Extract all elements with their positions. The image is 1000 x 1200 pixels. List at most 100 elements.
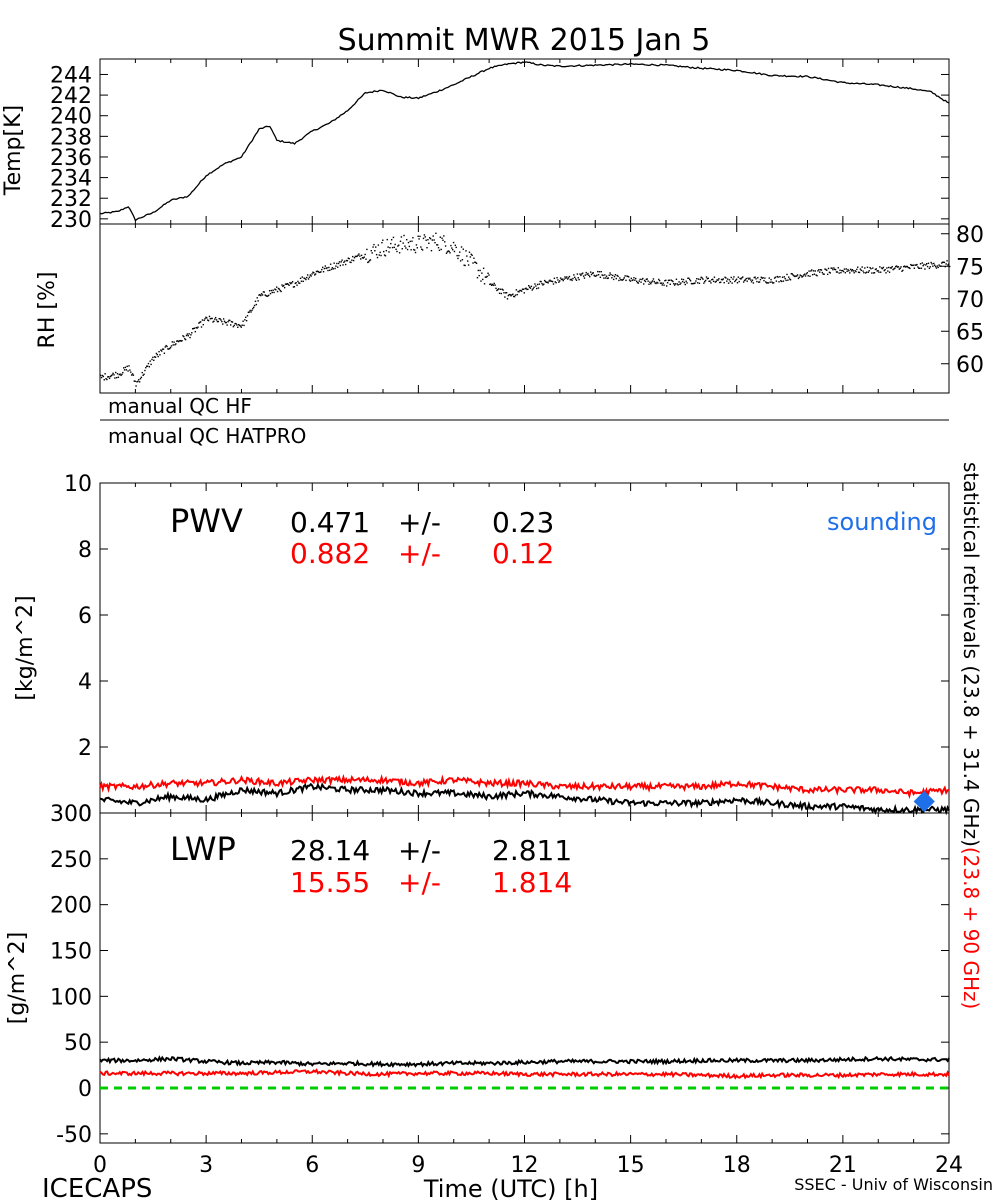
humidity-point [841,269,843,272]
humidity-point [190,334,192,336]
humidity-point [570,278,572,281]
humidity-point [713,276,716,278]
humidity-point [619,277,621,279]
humidity-point [416,247,419,249]
humidity-point [107,376,110,378]
humidity-point [397,245,399,247]
humidity-point [589,271,592,273]
humidity-point [528,285,530,287]
humidity-point [274,288,276,290]
humidity-point [911,264,914,267]
humidity-point [484,276,487,278]
humidity-point [904,266,907,268]
humidity-point [622,278,625,281]
humidity-point [863,271,865,274]
humidity-point [477,269,480,272]
humidity-point [509,293,511,296]
humidity-point [535,285,537,287]
humidity-point [441,237,443,239]
humidity-point [882,266,885,269]
humidity-point [816,274,818,277]
humidity-point [455,246,457,249]
chart-title: Summit MWR 2015 Jan 5 [338,23,711,58]
humidity-point [196,327,198,329]
humidity-point [413,248,415,251]
humidity-point [931,263,933,265]
humidity-point [912,264,915,266]
humidity-point [717,279,719,281]
humidity-point [835,271,838,273]
humidity-point [521,288,524,290]
humidity-point [324,265,327,267]
humidity-point [447,250,449,252]
humidity-point [565,277,567,279]
humidity-point [696,277,698,280]
humidity-point [536,283,539,286]
x-tick-label: 0 [93,1153,107,1178]
humidity-point [669,283,671,285]
humidity-point [495,287,497,290]
humidity-point [604,274,606,276]
humidity-point [387,246,389,248]
humidity-point [735,278,738,280]
humidity-point [177,340,180,343]
humidity-point [513,295,515,298]
humidity-point [633,277,635,279]
humidity-point [183,335,185,338]
humidity-point [945,263,947,265]
humidity-point [550,280,552,282]
humidity-point [535,287,538,290]
humidity-point [365,258,367,260]
humidity-point [603,277,605,279]
humidity-point [344,263,347,266]
humidity-point [637,282,640,284]
humidity-point [221,320,223,323]
humidity-point [810,270,812,272]
humidity-point [605,275,608,277]
humidity-point [131,373,134,375]
x-tick-label: 24 [935,1153,963,1178]
humidity-point [112,372,114,374]
humidity-point [830,267,832,269]
humidity-point [421,248,423,250]
humidity-point [926,263,928,265]
humidity-point [279,289,281,292]
humidity-point [794,275,796,278]
humidity-point [338,261,341,263]
humidity-point [820,269,823,271]
humidity-point [919,263,922,265]
humidity-point [480,280,482,282]
humidity-point [543,279,546,282]
humidity-point [682,278,685,281]
humidity-point [711,278,714,281]
humidity-point [903,265,905,268]
humidity-point [558,281,560,283]
humidity-point [591,272,594,274]
humidity-point [334,267,336,270]
x-tick-label: 12 [511,1153,539,1178]
humidity-point [259,293,261,296]
humidity-point [844,272,847,274]
humidity-point [143,373,145,376]
humidity-point [104,373,106,375]
humidity-point [332,268,334,270]
humidity-point [553,277,556,280]
humidity-point [607,277,610,279]
humidity-y-tick-label: 80 [956,223,984,248]
humidity-point [329,263,332,265]
humidity-point [644,280,647,283]
humidity-point [271,291,273,294]
humidity-point [144,369,146,372]
humidity-point [154,356,157,358]
humidity-point [512,293,514,295]
humidity-point [723,281,725,284]
humidity-point [770,278,772,281]
humidity-point [507,294,510,297]
humidity-point [494,284,496,286]
humidity-point [564,276,566,278]
humidity-point [427,239,429,241]
humidity-point [237,326,239,329]
humidity-point [614,274,617,276]
humidity-point [784,277,786,280]
temperature-y-tick-label: 244 [50,63,92,88]
